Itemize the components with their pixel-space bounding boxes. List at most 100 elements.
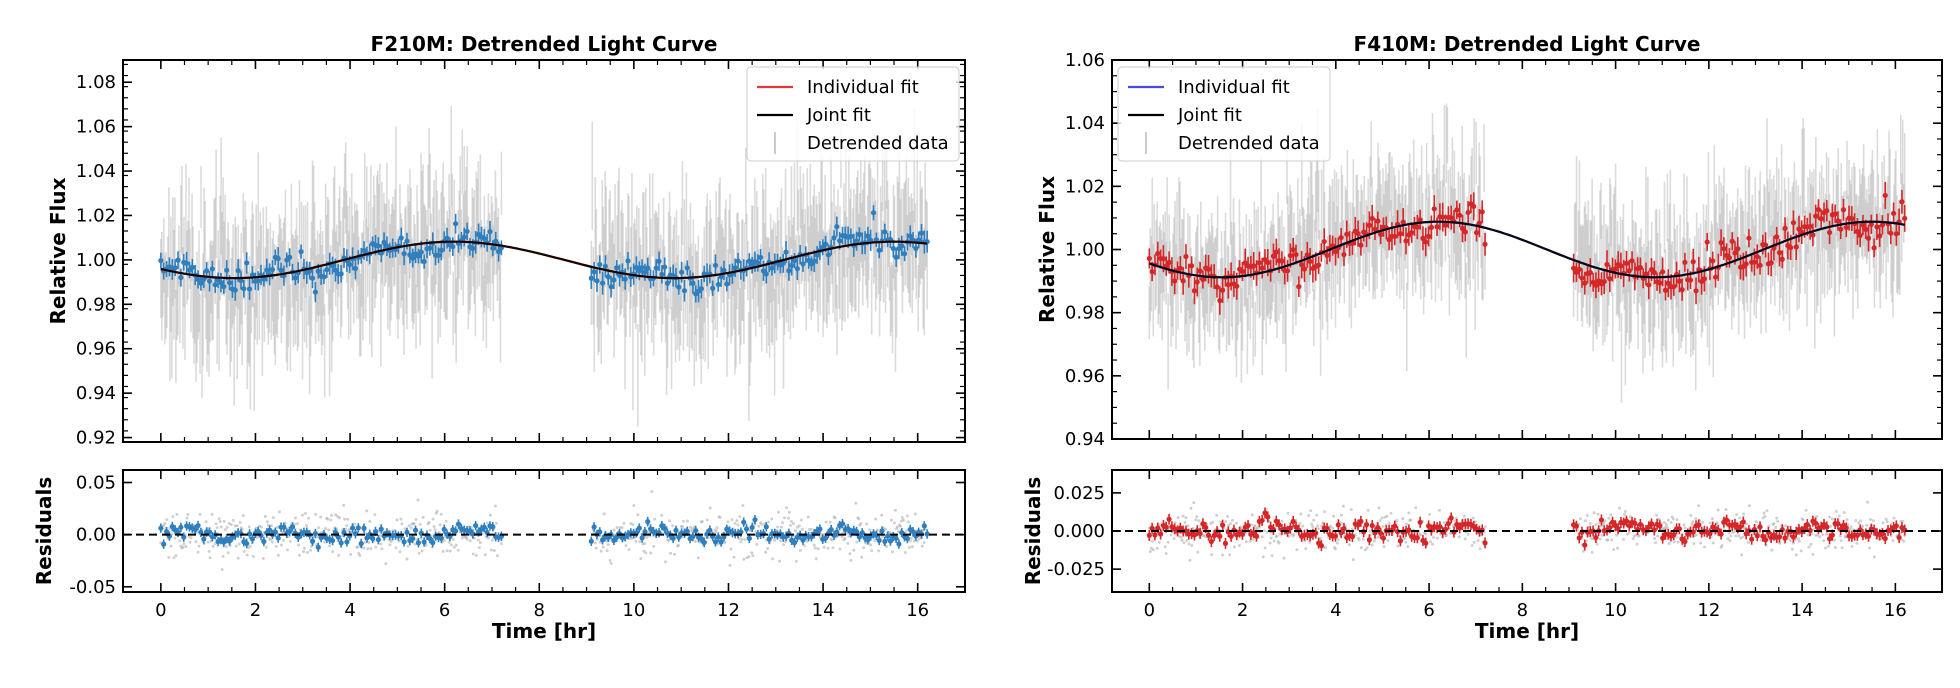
residual-binned-point (1437, 524, 1442, 529)
residual-raw-point (1855, 542, 1858, 545)
residual-raw-point (1195, 515, 1198, 518)
residual-raw-point (902, 519, 905, 522)
residual-raw-point (1158, 541, 1161, 544)
residual-raw-point (1815, 515, 1818, 518)
residual-raw-point (810, 528, 813, 531)
binned-point (1432, 206, 1437, 211)
residual-binned-point (744, 526, 749, 531)
residual-raw-point (1606, 539, 1609, 542)
residual-binned-point (1319, 543, 1324, 548)
residual-raw-point (627, 548, 630, 551)
binned-point (1147, 256, 1152, 261)
binned-point (1155, 251, 1160, 256)
residual-raw-point (388, 543, 391, 546)
residual-raw-point (1861, 525, 1864, 528)
binned-point (1257, 260, 1262, 265)
binned-point (733, 265, 738, 270)
binned-point (1265, 260, 1270, 265)
residual-raw-point (1612, 548, 1615, 551)
residual-binned-point (1649, 521, 1654, 526)
residual-raw-point (442, 550, 445, 553)
binned-point (321, 274, 326, 279)
binned-point (493, 239, 498, 244)
residual-raw-point (490, 548, 493, 551)
residual-raw-point (294, 516, 297, 519)
residual-raw-point (1802, 518, 1805, 521)
binned-point (1871, 245, 1876, 250)
residual-raw-point (256, 536, 259, 539)
legend-label: Joint fit (806, 105, 871, 126)
binned-point (826, 252, 831, 257)
residual-raw-point (870, 549, 873, 552)
residual-raw-point (1319, 537, 1322, 540)
residual-binned-point (276, 535, 281, 540)
residual-raw-point (421, 549, 424, 552)
binned-point (894, 255, 899, 260)
binned-point (233, 287, 238, 292)
binned-point (1299, 262, 1304, 267)
binned-point (611, 277, 616, 282)
residual-binned-point (490, 524, 495, 529)
residual-raw-point (1484, 525, 1487, 528)
binned-point (769, 266, 774, 271)
residual-binned-point (373, 529, 378, 534)
residual-binned-point (716, 534, 721, 539)
residual-raw-point (1194, 518, 1197, 521)
residual-raw-point (1748, 504, 1751, 507)
residual-raw-point (1775, 517, 1778, 520)
residual-binned-point (1406, 527, 1411, 532)
residual-raw-point (1655, 514, 1658, 517)
residual-raw-point (755, 543, 758, 546)
residual-raw-point (1795, 553, 1798, 556)
residual-raw-point (327, 528, 330, 531)
residual-raw-point (1869, 518, 1872, 521)
residual-raw-point (727, 520, 730, 523)
residual-raw-point (1764, 515, 1767, 518)
binned-point (470, 246, 475, 251)
residual-raw-point (260, 525, 263, 528)
binned-point (1894, 231, 1899, 236)
residual-raw-point (419, 523, 422, 526)
residual-raw-point (1477, 539, 1480, 542)
residual-binned-point (1638, 522, 1643, 527)
binned-point (676, 285, 681, 290)
residual-raw-point (303, 547, 306, 550)
binned-point (1415, 224, 1420, 229)
residual-binned-point (673, 528, 678, 533)
binned-point (178, 275, 183, 280)
residual-raw-point (760, 523, 763, 526)
binned-point (1705, 239, 1710, 244)
residual-raw-point (373, 513, 376, 516)
binned-point (1677, 279, 1682, 284)
residual-binned-point (1223, 541, 1228, 546)
residual-raw-point (366, 547, 369, 550)
residual-raw-point (653, 518, 656, 521)
binned-point (1463, 229, 1468, 234)
residual-raw-point (1304, 547, 1307, 550)
residual-binned-point (1418, 520, 1423, 525)
residual-binned-point (1599, 517, 1604, 522)
residual-raw-point (1167, 541, 1170, 544)
residual-raw-point (276, 526, 279, 529)
residual-raw-point (249, 545, 252, 548)
residual-raw-point (452, 538, 455, 541)
residual-binned-point (350, 525, 355, 530)
residual-raw-point (1840, 539, 1843, 542)
residual-binned-point (359, 541, 364, 546)
residual-raw-point (297, 544, 300, 547)
residual-raw-point (1431, 543, 1434, 546)
binned-point (1240, 269, 1245, 274)
binned-point (1663, 288, 1668, 293)
binned-point (1691, 259, 1696, 264)
residual-binned-point (1164, 525, 1169, 530)
residual-raw-point (1828, 516, 1831, 519)
binned-point (287, 255, 292, 260)
residual-raw-point (252, 555, 255, 558)
residual-binned-point (310, 539, 315, 544)
residual-binned-point (767, 536, 772, 541)
residual-raw-point (236, 524, 239, 527)
residual-binned-point (671, 536, 676, 541)
residual-raw-point (1596, 543, 1599, 546)
binned-point (1293, 252, 1298, 257)
binned-point (1471, 204, 1476, 209)
